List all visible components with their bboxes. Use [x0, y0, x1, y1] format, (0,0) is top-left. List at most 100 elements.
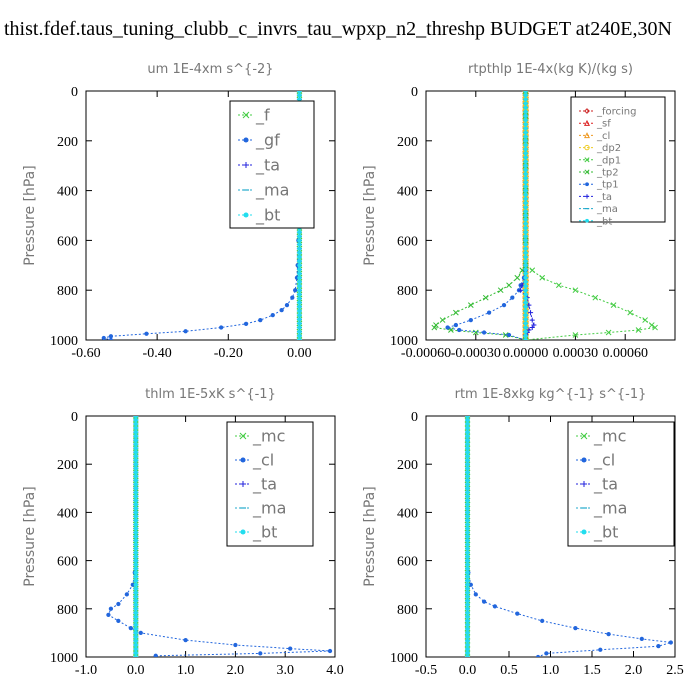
legend-entry: _ta: [238, 156, 280, 176]
y-tick-label: 1000: [50, 334, 78, 349]
y-tick-label: 600: [57, 555, 78, 570]
series-layer: [106, 416, 333, 657]
legend-label: _dp1: [596, 155, 621, 166]
legend-label: _bt: [252, 523, 277, 543]
x-tick-label: 0.00060: [602, 346, 648, 361]
legend-entry: _cl: [235, 451, 274, 471]
legend-label: _ma: [593, 499, 627, 519]
series-layer: [464, 416, 673, 657]
legend-entry: _bt: [579, 216, 612, 227]
y-tick-label: 400: [57, 506, 78, 521]
legend-entry: _mc: [576, 427, 626, 447]
x-tick-label: 2.0: [227, 663, 245, 678]
legend-entry: _ma: [238, 181, 289, 201]
x-tick-label: 1.0: [542, 663, 560, 678]
y-axis-label: Pressure [hPa]: [22, 486, 38, 586]
y-tick-label: 0: [411, 85, 418, 100]
legend-entry: _f: [238, 106, 270, 126]
legend-entry: _bt: [238, 206, 280, 226]
series-bt: [465, 416, 470, 657]
legend: _forcing_sf_cl_dp2_dp1 _tp2_tp1_ta_ma_bt: [570, 96, 666, 227]
legend-entry: _bt: [235, 523, 277, 543]
x-tick-label: -0.00060: [401, 346, 451, 361]
x-tick-label: 1.5: [583, 663, 601, 678]
legend-entry: _ma: [576, 499, 627, 519]
y-tick-label: 800: [397, 284, 418, 299]
y-tick-label: 0: [71, 410, 78, 425]
legend-entry: _forcing: [579, 107, 637, 118]
legend-label: _tp1: [596, 180, 619, 191]
series-bt: [523, 91, 528, 340]
y-tick-label: 0: [71, 85, 78, 100]
legend-label: _cl: [593, 451, 615, 471]
x-tick-label: 2.5: [666, 663, 684, 678]
legend-label: _ma: [596, 204, 618, 215]
x-tick-label: -0.20: [214, 346, 243, 361]
plot-frame: [85, 415, 336, 658]
legend-entry: _gf: [238, 131, 280, 151]
y-tick-label: 400: [397, 185, 418, 200]
chart-panel-2: rtpthlp 1E-4x(kg K)/(kg s) Pressure [hPa]…: [362, 62, 676, 361]
x-tick-label: -0.00030: [451, 346, 501, 361]
x-tick-label: 0.5: [500, 663, 518, 678]
legend-entry: _ma: [235, 499, 286, 519]
legend-entry: _tp1: [579, 180, 619, 191]
legend-label: _forcing: [596, 107, 637, 118]
y-tick-label: 800: [57, 603, 78, 618]
plot-frame: [85, 90, 336, 341]
series-line: [520, 91, 535, 340]
y-axis-label: Pressure [hPa]: [22, 165, 38, 265]
legend-label: _cl: [596, 131, 610, 142]
legend-label: _mc: [252, 427, 285, 447]
y-tick-label: 0: [411, 410, 418, 425]
y-tick-label: 600: [397, 234, 418, 249]
panel-title: rtm 1E-8xkg kg^{-1} s^{-1}: [455, 387, 647, 402]
legend-label: _bt: [593, 523, 618, 543]
chart-panel-1: um 1E-4xm s^{-2} Pressure [hPa] 0 200 400 600…: [22, 62, 336, 361]
y-tick-label: 200: [57, 135, 78, 150]
legend: _f _gf _ta _ma _bt: [229, 100, 315, 229]
panel-title: thlm 1E-5xK s^{-1}: [145, 387, 276, 402]
x-tick-label: 3.0: [276, 663, 294, 678]
legend-label: _tp2: [596, 168, 619, 179]
legend-label: _mc: [593, 427, 626, 447]
legend-label: _gf: [255, 131, 280, 151]
legend-label: _ta: [593, 475, 618, 495]
series-tp2: [431, 91, 529, 340]
panel-title: rtpthlp 1E-4x(kg K)/(kg s): [468, 62, 633, 77]
legend-label: _ta: [252, 475, 277, 495]
legend-label: _ta: [255, 156, 280, 176]
x-tick-label: 0.0: [127, 663, 145, 678]
y-tick-label: 200: [57, 458, 78, 473]
x-tick-label: 0.0: [459, 663, 477, 678]
series-line: [433, 91, 527, 340]
legend-label: _ma: [252, 499, 286, 519]
legend-label: _bt: [255, 206, 280, 226]
x-tick-label: -0.60: [71, 346, 100, 361]
x-tick-label: -0.5: [415, 663, 437, 678]
legend-label: _f: [255, 106, 270, 126]
series-tp1: [445, 91, 528, 340]
legend-label: _sf: [596, 119, 611, 130]
legend: _mc _cl _ta _ma _bt: [567, 421, 675, 547]
series-bt: [133, 416, 138, 657]
series-layer: [431, 91, 658, 340]
x-tick-label: 0.00000: [503, 346, 549, 361]
legend-entry: _ta: [579, 192, 612, 203]
y-tick-label: 800: [397, 603, 418, 618]
legend-entry: _ta: [576, 475, 618, 495]
x-tick-label: 2.0: [625, 663, 643, 678]
y-tick-label: 600: [57, 234, 78, 249]
legend-entry: _cl: [579, 131, 610, 142]
legend-label: _ta: [596, 192, 612, 203]
chart-panel-3: thlm 1E-5xK s^{-1} Pressure [hPa] 0 200 400 6…: [22, 387, 344, 678]
y-tick-label: 200: [397, 135, 418, 150]
y-tick-label: 400: [397, 506, 418, 521]
x-tick-label: 0.00030: [553, 346, 599, 361]
legend-entry: _tp2: [579, 168, 619, 179]
legend-entry: _mc: [235, 427, 285, 447]
legend-entry: _dp1: [579, 155, 621, 166]
legend-label: _ma: [255, 181, 289, 201]
legend-entry: _sf: [579, 119, 611, 130]
